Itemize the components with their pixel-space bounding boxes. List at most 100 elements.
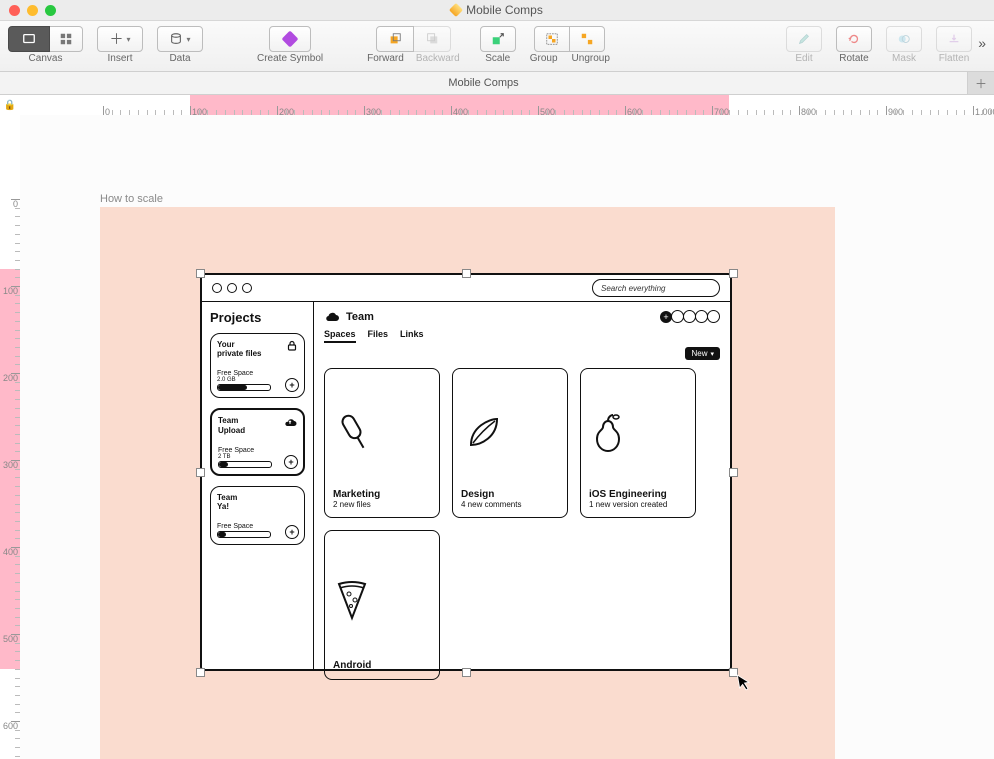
create-symbol-button[interactable]	[269, 26, 311, 52]
selection-handle[interactable]	[462, 668, 471, 677]
avatar	[707, 310, 720, 323]
canvas-artboard-button[interactable]	[8, 26, 50, 52]
database-icon	[169, 32, 183, 46]
wf-main-title-text: Team	[346, 311, 374, 323]
pizza-icon	[333, 539, 431, 660]
rotate-label: Rotate	[839, 53, 868, 64]
wf-space-card[interactable]: Android	[324, 530, 440, 680]
wf-space-card[interactable]: Marketing2 new files	[324, 368, 440, 518]
cloud-icon	[283, 416, 297, 430]
forward-group: Forward Backward	[367, 26, 460, 64]
group-label: Group	[530, 53, 558, 64]
wf-card-subtitle: 2 new files	[333, 500, 431, 509]
document-tab[interactable]: Mobile Comps	[0, 72, 968, 94]
data-button[interactable]: ▾	[157, 26, 203, 52]
data-label: Data	[169, 53, 190, 64]
window-title: Mobile Comps	[0, 3, 994, 17]
edit-group: Edit	[786, 26, 822, 64]
create-symbol-group: Create Symbol	[257, 26, 323, 64]
wf-search-input[interactable]: Search everything	[592, 279, 720, 297]
wf-side-card[interactable]: Your private filesFree Space2.0 GB+	[210, 333, 305, 398]
wf-main-title: Team	[324, 311, 374, 323]
send-backward-icon	[425, 32, 439, 46]
wf-titlebar: Search everything	[202, 275, 730, 302]
add-icon[interactable]: +	[284, 455, 298, 469]
wf-space-card[interactable]: Design4 new comments	[452, 368, 568, 518]
add-icon[interactable]: +	[285, 525, 299, 539]
canvas-grid-button[interactable]	[50, 26, 83, 52]
group-button[interactable]	[534, 26, 570, 52]
wf-search-placeholder: Search everything	[601, 284, 665, 293]
wf-cards: Marketing2 new filesDesign4 new comments…	[324, 368, 720, 680]
mask-button[interactable]	[886, 26, 922, 52]
wf-card-title: Design	[461, 489, 559, 500]
wf-new-button[interactable]: New▾	[685, 347, 720, 360]
canvas-viewport[interactable]: How to scale Search everything Projects …	[20, 115, 994, 759]
data-group: ▾ Data	[157, 26, 203, 64]
wf-avatars: +	[660, 310, 720, 323]
scale-label: Scale	[485, 53, 510, 64]
scale-button[interactable]	[480, 26, 516, 52]
wf-sidebar: Projects Your private filesFree Space2.0…	[202, 302, 314, 670]
grid-icon	[59, 32, 73, 46]
selection-handle[interactable]	[462, 269, 471, 278]
forward-label: Forward	[367, 53, 404, 64]
rotate-icon	[847, 32, 861, 46]
leaf-icon	[461, 377, 559, 489]
ungroup-button[interactable]	[570, 26, 605, 52]
ruler-horizontal[interactable]: 01002003004005006007008009001.000	[20, 95, 994, 116]
wf-side-card[interactable]: Team UploadFree Space2 TB+	[210, 408, 305, 475]
pencil-icon	[797, 32, 811, 46]
toolbar-overflow-icon[interactable]: »	[978, 35, 986, 51]
insert-button[interactable]: ＋▾	[97, 26, 143, 52]
wf-card-subtitle: 4 new comments	[461, 500, 559, 509]
document-tab-label: Mobile Comps	[448, 77, 518, 89]
ruler-origin[interactable]: 🔒	[0, 95, 21, 116]
artboard-label[interactable]: How to scale	[100, 193, 163, 205]
wireframe-window[interactable]: Search everything Projects Your private …	[200, 273, 732, 671]
selection-handle[interactable]	[196, 269, 205, 278]
wf-space-card[interactable]: iOS Engineering1 new version created	[580, 368, 696, 518]
rotate-button[interactable]	[836, 26, 872, 52]
group-ungroup: GroupUngroup	[530, 26, 610, 64]
wf-main: Team + Spaces Files Links New▾ Marketing2 …	[314, 302, 730, 670]
wf-tab[interactable]: Files	[368, 329, 389, 343]
wf-card-title: Android	[333, 660, 431, 671]
wf-space-bar	[217, 384, 271, 391]
mac-titlebar: Mobile Comps	[0, 0, 994, 21]
mask-icon	[897, 32, 911, 46]
wf-tab[interactable]: Spaces	[324, 329, 356, 343]
add-icon[interactable]: +	[285, 378, 299, 392]
cloud-icon	[324, 311, 340, 323]
wf-tabs: Spaces Files Links	[324, 329, 424, 343]
wf-tab[interactable]: Links	[400, 329, 424, 343]
wf-space-bar	[218, 461, 272, 468]
ruler-vertical[interactable]: 0100200300400500600	[0, 115, 21, 759]
wf-free-space-label: Free Space	[218, 447, 297, 454]
add-tab-button[interactable]: ＋	[968, 72, 994, 94]
artboard-icon	[22, 32, 36, 46]
rotate-group: Rotate	[836, 26, 872, 64]
mask-group: Mask	[886, 26, 922, 64]
wf-side-card[interactable]: Team Ya!Free Space+	[210, 486, 305, 545]
backward-label: Backward	[416, 53, 460, 64]
mask-label: Mask	[892, 53, 916, 64]
wf-main-head: Team +	[324, 310, 720, 323]
flatten-button[interactable]	[936, 26, 972, 52]
wf-body: Projects Your private filesFree Space2.0…	[202, 302, 730, 670]
doc-icon	[449, 3, 463, 17]
selection-handle[interactable]	[196, 668, 205, 677]
lock-icon	[286, 340, 298, 355]
backward-button[interactable]	[414, 26, 451, 52]
selection-handle[interactable]	[729, 468, 738, 477]
wf-space-bar	[217, 531, 271, 538]
forward-button[interactable]	[376, 26, 414, 52]
toolbar: Canvas ＋▾ Insert ▾ Data Create Symbol	[0, 21, 994, 72]
group-icon	[545, 32, 559, 46]
selection-handle[interactable]	[729, 269, 738, 278]
stage: 🔒 01002003004005006007008009001.000 0100…	[0, 95, 994, 759]
selection-handle[interactable]	[196, 468, 205, 477]
edit-button[interactable]	[786, 26, 822, 52]
bring-forward-icon	[388, 32, 402, 46]
scale-icon	[491, 32, 505, 46]
